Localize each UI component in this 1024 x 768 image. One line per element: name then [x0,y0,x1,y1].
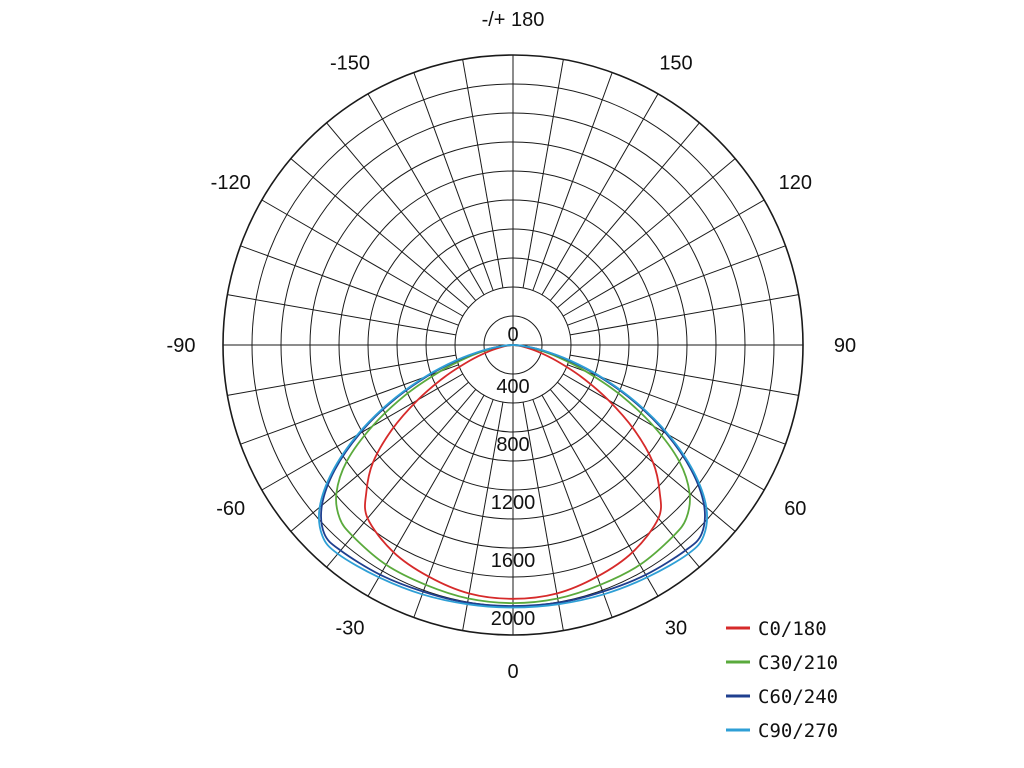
radial-tick-label-2000: 2000 [491,608,536,630]
grid-spoke--130 [290,158,469,309]
angle-tick-label--60: -60 [216,498,245,520]
grid-spoke-30 [541,394,659,597]
grid-spoke-10 [522,402,564,631]
grid-spoke-160 [532,72,613,291]
radial-tick-label-400: 400 [496,376,529,398]
grid-spoke--160 [413,72,494,291]
legend-label-C60-240: C60/240 [758,686,838,708]
series-line-C30-210 [335,344,691,605]
radial-tick-label-800: 800 [496,434,529,456]
grid-spoke--50 [290,381,469,532]
grid-spoke-170 [522,59,564,288]
angle-tick-label--150: -150 [330,53,370,75]
grid-spoke-50 [557,381,736,532]
grid-spoke-140 [549,122,700,301]
angle-tick-labels: -/+ 180 -150 150 -120 120 -90 90 -60 60 -30 30 0 [167,9,857,683]
angle-tick-label-60: 60 [784,498,806,520]
angle-tick-label-0: 0 [507,661,518,683]
grid-spoke-100 [570,294,799,336]
angle-tick-label-90: 90 [834,335,856,357]
grid-spoke-20 [532,399,613,618]
grid-spoke--110 [240,245,459,326]
angle-tick-label--30: -30 [336,617,365,639]
grid-spoke-60 [562,373,765,491]
legend-label-C30-210: C30/210 [758,652,838,674]
grid-spoke--30 [367,394,485,597]
grid-spoke--20 [413,399,494,618]
angle-tick-label-180: -/+ 180 [482,9,545,31]
angle-tick-label-120: 120 [779,172,812,194]
grid-spoke--120 [261,199,464,317]
angle-tick-label-150: 150 [659,53,692,75]
radial-tick-label-1600: 1600 [491,550,536,572]
angle-tick-label-30: 30 [665,617,687,639]
legend-label-C0-180: C0/180 [758,618,827,640]
radial-tick-label-0: 0 [507,324,518,346]
series-layer [318,344,708,609]
grid-spoke--150 [367,93,485,296]
radial-tick-labels: 0 400 800 1200 1600 2000 [491,324,536,630]
legend: C0/180 C30/210 C60/240 C90/270 [726,618,838,742]
grid-spoke--170 [462,59,504,288]
grid-spoke-150 [541,93,659,296]
grid-spoke-110 [567,245,786,326]
grid-spoke--60 [261,373,464,491]
grid-spoke--10 [462,402,504,631]
grid-spoke--80 [227,354,456,396]
grid-spoke-80 [570,354,799,396]
polar-grid [222,54,804,636]
angle-tick-label--90: -90 [167,335,196,357]
series-line-C90-270 [318,344,708,609]
radial-tick-label-1200: 1200 [491,492,536,514]
angle-tick-label--120: -120 [211,172,251,194]
grid-spoke-130 [557,158,736,309]
grid-spoke-40 [549,389,700,568]
grid-spoke-120 [562,199,765,317]
grid-spoke--40 [326,389,477,568]
legend-label-C90-270: C90/270 [758,720,838,742]
grid-spoke--100 [227,294,456,336]
series-line-C0-180 [364,344,662,600]
grid-spoke--140 [326,122,477,301]
